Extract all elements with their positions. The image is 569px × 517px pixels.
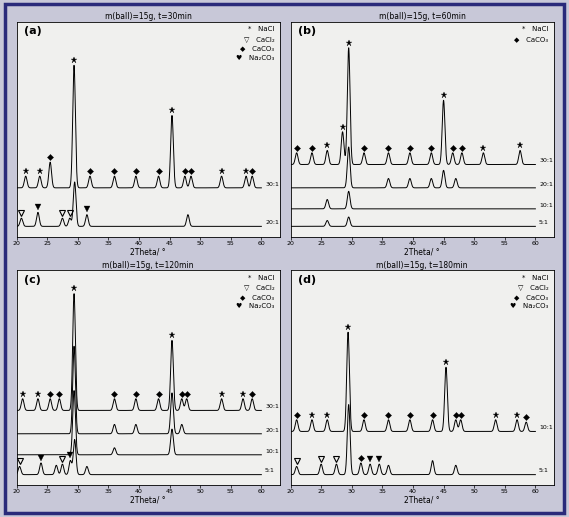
Title: m(ball)=15g, t=30min: m(ball)=15g, t=30min xyxy=(105,12,192,21)
Text: (a): (a) xyxy=(24,26,42,36)
Text: 20:1: 20:1 xyxy=(265,428,279,433)
Text: 20:1: 20:1 xyxy=(265,220,279,225)
Text: *   NaCl
◆   CaCO₃: * NaCl ◆ CaCO₃ xyxy=(514,26,549,42)
Title: m(ball)=15g, t=180min: m(ball)=15g, t=180min xyxy=(376,261,468,269)
Title: m(ball)=15g, t=60min: m(ball)=15g, t=60min xyxy=(379,12,465,21)
Text: 5:1: 5:1 xyxy=(539,220,549,225)
X-axis label: 2Theta/ °: 2Theta/ ° xyxy=(405,496,440,505)
Text: 20:1: 20:1 xyxy=(539,181,553,187)
X-axis label: 2Theta/ °: 2Theta/ ° xyxy=(405,248,440,256)
Text: *   NaCl
▽   CaCl₂
◆   CaCO₃
♥   Na₂CO₃: * NaCl ▽ CaCl₂ ◆ CaCO₃ ♥ Na₂CO₃ xyxy=(236,26,274,61)
Text: 30:1: 30:1 xyxy=(539,158,553,163)
Title: m(ball)=15g, t=120min: m(ball)=15g, t=120min xyxy=(102,261,194,269)
Text: 30:1: 30:1 xyxy=(265,181,279,187)
Text: *   NaCl
▽   CaCl₂
◆   CaCO₃
♥   Na₂CO₃: * NaCl ▽ CaCl₂ ◆ CaCO₃ ♥ Na₂CO₃ xyxy=(510,275,549,309)
Text: 30:1: 30:1 xyxy=(265,404,279,409)
Text: 10:1: 10:1 xyxy=(539,425,553,430)
X-axis label: 2Theta/ °: 2Theta/ ° xyxy=(130,248,166,256)
Text: (b): (b) xyxy=(298,26,316,36)
Text: 5:1: 5:1 xyxy=(539,468,549,474)
Text: (d): (d) xyxy=(298,275,316,285)
Text: 10:1: 10:1 xyxy=(539,203,553,208)
Text: *   NaCl
▽   CaCl₂
◆   CaCO₃
♥   Na₂CO₃: * NaCl ▽ CaCl₂ ◆ CaCO₃ ♥ Na₂CO₃ xyxy=(236,275,274,309)
Text: 10:1: 10:1 xyxy=(265,449,279,453)
Text: 5:1: 5:1 xyxy=(265,468,275,474)
Text: (c): (c) xyxy=(24,275,42,285)
X-axis label: 2Theta/ °: 2Theta/ ° xyxy=(130,496,166,505)
